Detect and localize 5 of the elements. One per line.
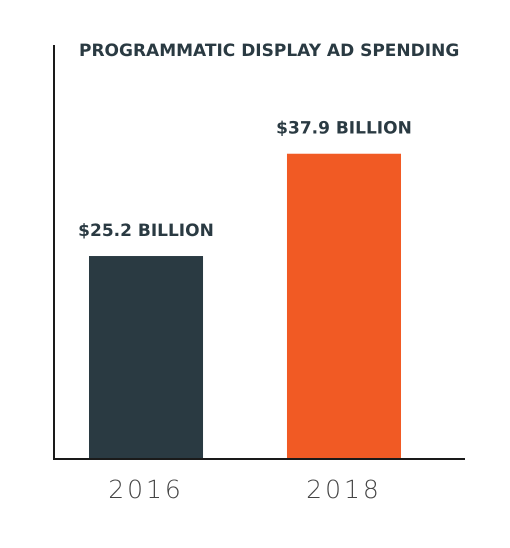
x-tick-label: 2016 [108, 475, 184, 504]
chart-title: PROGRAMMATIC DISPLAY AD SPENDING [79, 41, 460, 61]
x-tick-label: 2018 [306, 475, 382, 504]
data-label: $25.2 BILLION [78, 221, 214, 242]
data-label: $37.9 BILLION [276, 118, 412, 139]
